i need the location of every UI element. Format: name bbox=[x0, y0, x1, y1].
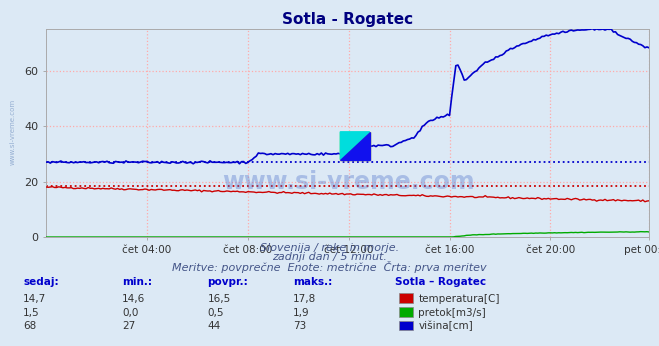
Text: 0,0: 0,0 bbox=[122, 308, 138, 318]
Text: Meritve: povprečne  Enote: metrične  Črta: prva meritev: Meritve: povprečne Enote: metrične Črta:… bbox=[172, 261, 487, 273]
Text: 27: 27 bbox=[122, 321, 135, 331]
Text: Sotla – Rogatec: Sotla – Rogatec bbox=[395, 277, 486, 288]
Text: pretok[m3/s]: pretok[m3/s] bbox=[418, 308, 486, 318]
Text: temperatura[C]: temperatura[C] bbox=[418, 294, 500, 304]
Bar bbox=[340, 132, 370, 160]
Text: 14,7: 14,7 bbox=[23, 294, 46, 304]
Title: Sotla - Rogatec: Sotla - Rogatec bbox=[282, 12, 413, 27]
Text: 16,5: 16,5 bbox=[208, 294, 231, 304]
Text: sedaj:: sedaj: bbox=[23, 277, 59, 288]
Text: 73: 73 bbox=[293, 321, 306, 331]
Text: maks.:: maks.: bbox=[293, 277, 333, 288]
Text: min.:: min.: bbox=[122, 277, 152, 288]
Text: zadnji dan / 5 minut.: zadnji dan / 5 minut. bbox=[272, 252, 387, 262]
Text: 68: 68 bbox=[23, 321, 36, 331]
Text: 44: 44 bbox=[208, 321, 221, 331]
Text: 14,6: 14,6 bbox=[122, 294, 145, 304]
Text: Slovenija / reke in morje.: Slovenija / reke in morje. bbox=[260, 243, 399, 253]
Text: povpr.:: povpr.: bbox=[208, 277, 248, 288]
Text: 0,5: 0,5 bbox=[208, 308, 224, 318]
Text: višina[cm]: višina[cm] bbox=[418, 321, 473, 331]
Text: 1,9: 1,9 bbox=[293, 308, 310, 318]
Polygon shape bbox=[340, 132, 370, 160]
Text: www.si-vreme.com: www.si-vreme.com bbox=[222, 170, 475, 194]
Text: 17,8: 17,8 bbox=[293, 294, 316, 304]
Text: www.si-vreme.com: www.si-vreme.com bbox=[9, 99, 16, 165]
Text: 1,5: 1,5 bbox=[23, 308, 40, 318]
Polygon shape bbox=[340, 132, 370, 160]
